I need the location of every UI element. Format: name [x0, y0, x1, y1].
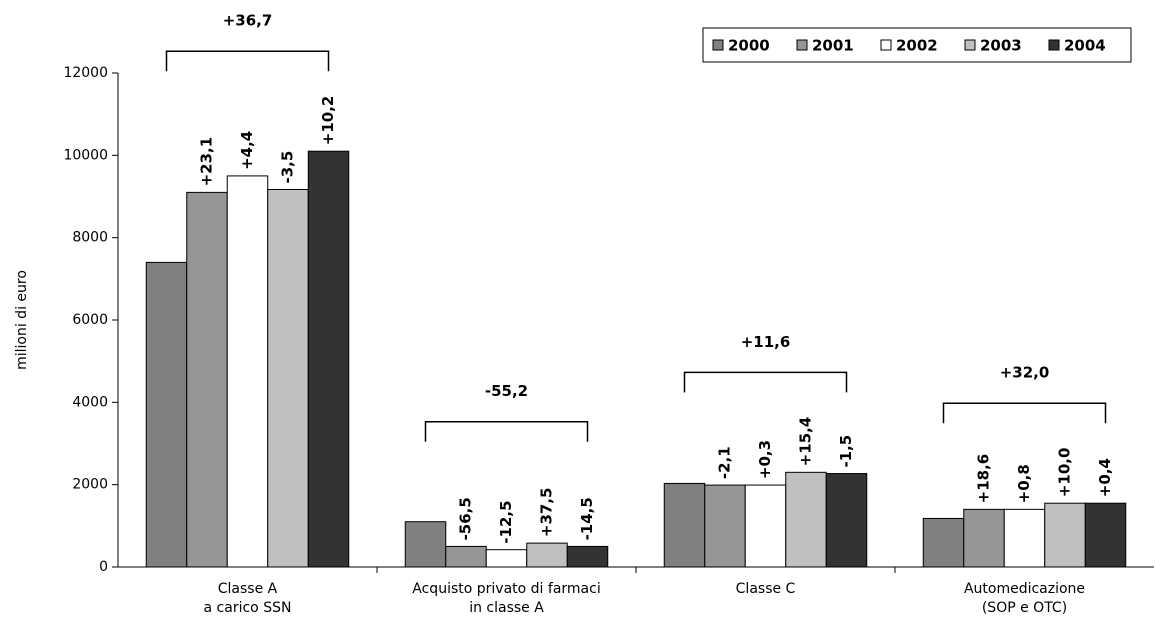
change-label: +23,1 [198, 137, 216, 187]
change-label: +10,0 [1056, 448, 1074, 498]
bar [445, 545, 487, 568]
bar [785, 471, 827, 568]
bar [1084, 502, 1127, 568]
bar [825, 473, 868, 568]
y-tick-label: 0 [99, 559, 108, 575]
bar [704, 484, 746, 568]
bar [922, 517, 965, 568]
legend-label: 2000 [728, 37, 770, 55]
bar [1003, 508, 1046, 568]
y-tick-label: 10000 [63, 147, 108, 163]
bar [307, 150, 350, 568]
bar [485, 549, 528, 568]
bar [267, 189, 309, 568]
y-tick-label: 6000 [72, 312, 108, 328]
bar [1044, 502, 1086, 568]
change-label: +18,6 [975, 454, 993, 504]
y-axis-label: milioni di euro [14, 270, 30, 370]
bar [963, 508, 1005, 568]
change-label: +4,4 [238, 131, 256, 170]
bracket [424, 420, 589, 442]
bar [186, 191, 228, 568]
change-label: -3,5 [279, 151, 297, 184]
y-tick-label: 4000 [72, 394, 108, 410]
change-label: +0,8 [1015, 464, 1033, 503]
bar [404, 521, 447, 568]
y-tick-label: 2000 [72, 477, 108, 493]
total-change: -55,2 [485, 382, 528, 400]
x-tick-label: Acquisto privato di farmaci [412, 581, 600, 597]
legend-label: 2004 [1064, 37, 1106, 55]
change-label: -56,5 [457, 497, 475, 540]
bar [145, 261, 188, 568]
bar [226, 175, 269, 568]
total-change: +36,7 [223, 12, 273, 30]
bracket [942, 402, 1107, 424]
legend-swatch [1048, 39, 1060, 51]
x-tick-label: Classe C [736, 581, 796, 597]
legend-label: 2003 [980, 37, 1022, 55]
bar [526, 542, 568, 568]
total-change: +32,0 [1000, 364, 1050, 382]
change-label: -14,5 [578, 497, 596, 540]
legend-swatch [880, 39, 892, 51]
x-tick-label: Automedicazione [964, 581, 1085, 597]
legend-swatch [796, 39, 808, 51]
change-label: +0,4 [1096, 458, 1114, 497]
bar [566, 545, 609, 568]
bracket [683, 371, 848, 393]
x-tick-label: Classe A [218, 581, 278, 597]
legend-label: 2001 [812, 37, 854, 55]
change-label: -1,5 [837, 435, 855, 468]
x-tick-label: a carico SSN [204, 600, 292, 616]
x-tick-label: (SOP e OTC) [982, 600, 1067, 616]
change-label: -12,5 [497, 500, 515, 543]
change-label: +10,2 [319, 96, 337, 146]
change-label: +15,4 [797, 417, 815, 467]
bar [663, 482, 706, 568]
legend-label: 2002 [896, 37, 938, 55]
y-tick-label: 12000 [63, 65, 108, 81]
total-change: +11,6 [741, 333, 791, 351]
change-label: -2,1 [716, 446, 734, 479]
legend-swatch [712, 39, 724, 51]
legend-swatch [964, 39, 976, 51]
y-tick-label: 8000 [72, 230, 108, 246]
bar [744, 484, 787, 568]
bracket [165, 50, 330, 72]
change-label: +37,5 [538, 488, 556, 538]
x-tick-label: in classe A [469, 600, 544, 616]
change-label: +0,3 [756, 440, 774, 479]
legend-box [702, 27, 1132, 63]
